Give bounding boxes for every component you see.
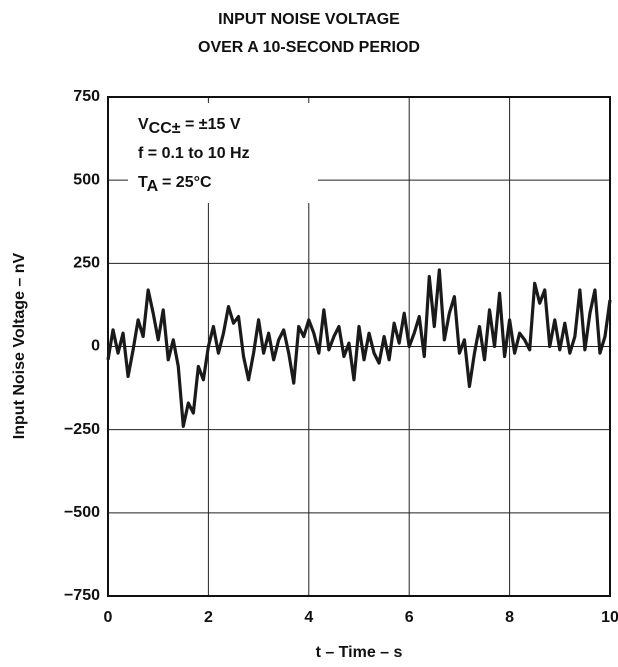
y-tick-label: 750 <box>73 88 100 105</box>
x-axis-label: t – Time – s <box>316 644 403 661</box>
annotation-part: A <box>147 178 159 195</box>
x-tick-label: 4 <box>304 609 313 626</box>
y-tick-label: 250 <box>73 255 100 272</box>
y-tick-label: 500 <box>73 171 100 188</box>
annotation-background <box>128 103 318 203</box>
annotation: TA = 25°C <box>138 174 212 195</box>
annotation: f = 0.1 to 10 Hz <box>138 145 250 162</box>
chart-title: INPUT NOISE VOLTAGE <box>218 11 400 28</box>
x-tick-label: 8 <box>505 609 514 626</box>
annotation-part: T <box>138 174 148 191</box>
plot-frame <box>107 96 611 597</box>
x-tick-label: 10 <box>601 609 618 626</box>
y-tick-label: 0 <box>91 338 100 355</box>
y-tick-label: −750 <box>64 587 100 604</box>
y-axis-label: Input Noise Voltage – nV <box>11 252 28 439</box>
noise-line <box>106 268 612 428</box>
annotation-part: V <box>138 116 149 133</box>
annotation: VCC± = ±15 V <box>138 116 241 137</box>
annotation-part: f = 0.1 to 10 Hz <box>138 145 250 162</box>
annotation-part: = 25°C <box>158 174 212 191</box>
x-tick-label: 0 <box>104 609 113 626</box>
y-tick-label: −500 <box>64 504 100 521</box>
x-tick-label: 6 <box>405 609 414 626</box>
x-tick-label: 2 <box>204 609 213 626</box>
y-tick-label: −250 <box>64 421 100 438</box>
annotation-part: = ±15 V <box>181 116 241 133</box>
annotation-part: CC± <box>149 120 181 137</box>
chart-title: OVER A 10-SECOND PERIOD <box>198 39 420 56</box>
